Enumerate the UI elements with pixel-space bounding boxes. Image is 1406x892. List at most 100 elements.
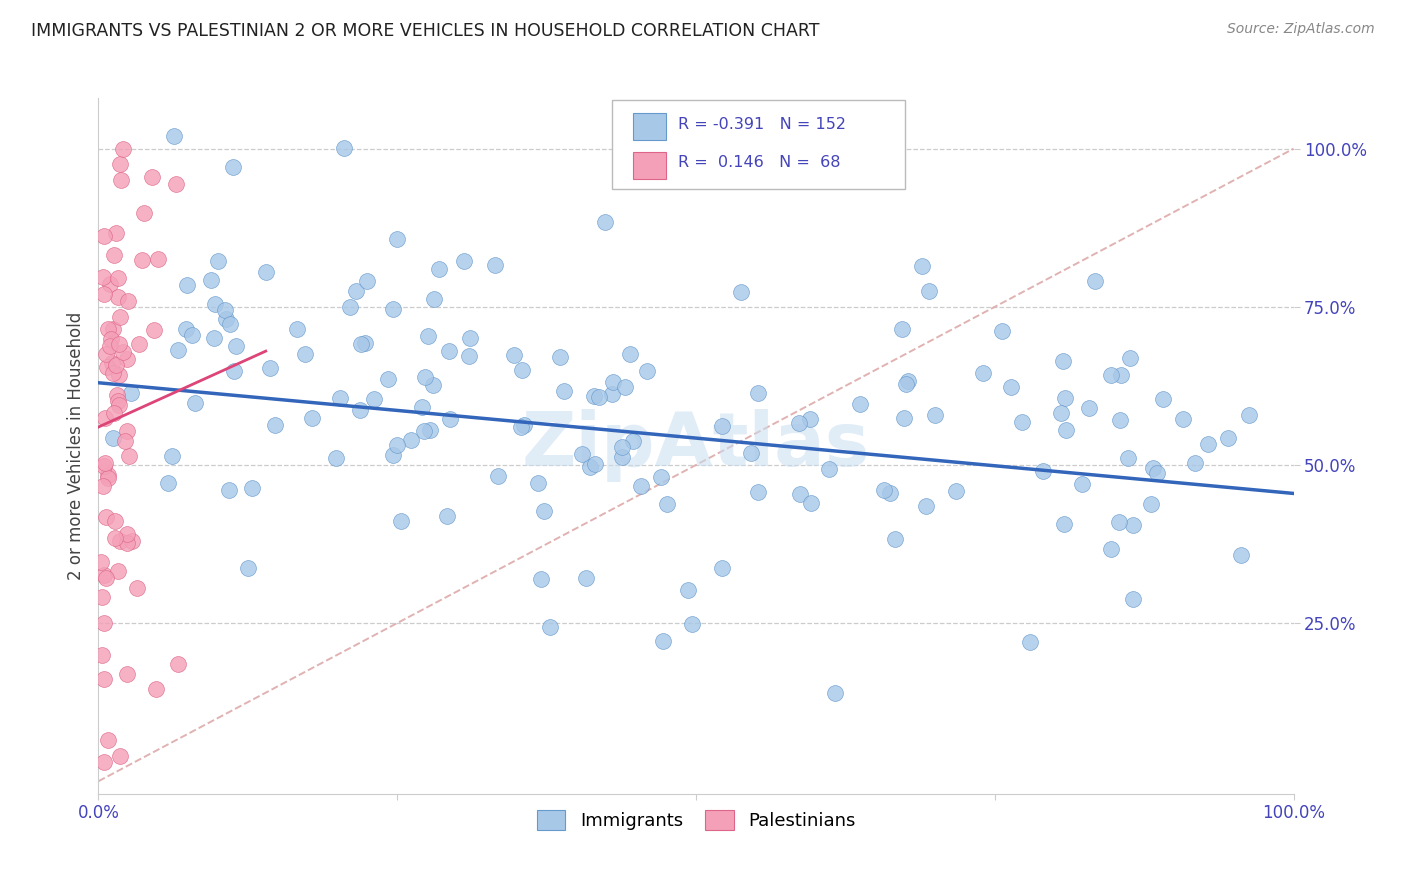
FancyBboxPatch shape: [613, 100, 905, 188]
Point: [655, 497, 678, 511]
Point: [817, 462, 839, 476]
Point: [143, 323, 166, 337]
Point: [1122, 518, 1144, 533]
Point: [339, 300, 361, 314]
Point: [422, 377, 444, 392]
Point: [502, 348, 524, 362]
Point: [115, 526, 138, 541]
Point: [513, 418, 536, 433]
Point: [100, 333, 122, 347]
Point: [238, 561, 260, 575]
Point: [377, 372, 399, 386]
Point: [101, 366, 124, 380]
Point: [1239, 408, 1261, 422]
Point: [548, 351, 571, 365]
Point: [93, 287, 115, 301]
Point: [93, 479, 115, 493]
Point: [240, 482, 263, 496]
Point: [91, 270, 114, 285]
Point: [621, 434, 644, 448]
Point: [101, 322, 124, 336]
Point: [105, 359, 128, 373]
Point: [93, 673, 115, 687]
Point: [1011, 415, 1033, 429]
Point: [685, 153, 707, 167]
Point: [385, 437, 408, 451]
Point: [1119, 351, 1142, 366]
Point: [156, 476, 179, 491]
Point: [333, 141, 356, 155]
Point: [1084, 274, 1107, 288]
Point: [146, 252, 169, 267]
Point: [381, 301, 404, 316]
Point: [1122, 592, 1144, 607]
Point: [612, 450, 634, 464]
Point: [353, 335, 375, 350]
Point: [510, 420, 533, 434]
Point: [108, 368, 131, 383]
Point: [166, 343, 188, 358]
Point: [107, 337, 129, 351]
Point: [879, 485, 901, 500]
Point: [740, 446, 762, 460]
Point: [583, 457, 606, 471]
Point: [214, 303, 236, 318]
Text: IMMIGRANTS VS PALESTINIAN 2 OR MORE VEHICLES IN HOUSEHOLD CORRELATION CHART: IMMIGRANTS VS PALESTINIAN 2 OR MORE VEHI…: [31, 22, 820, 40]
Point: [132, 206, 155, 220]
Point: [128, 336, 150, 351]
Point: [98, 277, 121, 291]
Point: [710, 561, 733, 575]
Point: [222, 160, 245, 174]
Point: [98, 339, 121, 353]
Point: [160, 449, 183, 463]
Point: [1000, 379, 1022, 393]
Point: [1054, 423, 1077, 437]
Point: [911, 259, 934, 273]
Point: [112, 344, 135, 359]
Point: [263, 418, 285, 433]
Point: [533, 504, 555, 518]
Point: [104, 514, 127, 528]
Point: [419, 423, 441, 437]
Point: [222, 364, 245, 378]
Point: [214, 312, 236, 326]
Point: [800, 496, 823, 510]
Point: [93, 228, 115, 243]
Point: [114, 434, 136, 448]
Point: [110, 173, 132, 187]
Point: [101, 356, 124, 370]
Point: [1049, 406, 1071, 420]
Point: [385, 232, 408, 246]
Point: [1109, 368, 1132, 382]
Point: [165, 177, 187, 191]
Point: [439, 412, 461, 426]
Point: [381, 448, 404, 462]
Point: [1071, 477, 1094, 491]
Point: [588, 390, 610, 404]
Point: [204, 297, 226, 311]
Point: [115, 667, 138, 681]
Point: [93, 756, 115, 770]
Point: [413, 369, 436, 384]
Point: [1146, 466, 1168, 480]
Point: [202, 330, 225, 344]
Point: [458, 331, 481, 345]
Text: ZipAtlas: ZipAtlas: [522, 409, 870, 483]
Point: [94, 456, 117, 470]
Point: [131, 253, 153, 268]
Point: [747, 386, 769, 401]
Point: [93, 567, 115, 582]
Point: [325, 451, 347, 466]
Y-axis label: 2 or more Vehicles in Household: 2 or more Vehicles in Household: [66, 312, 84, 580]
Point: [991, 324, 1014, 338]
Point: [636, 364, 658, 378]
Point: [97, 733, 120, 747]
Point: [350, 336, 373, 351]
Point: [458, 349, 481, 363]
Point: [619, 347, 641, 361]
Point: [583, 389, 606, 403]
Point: [873, 483, 896, 498]
Point: [436, 508, 458, 523]
Point: [97, 467, 120, 482]
Point: [1142, 461, 1164, 475]
